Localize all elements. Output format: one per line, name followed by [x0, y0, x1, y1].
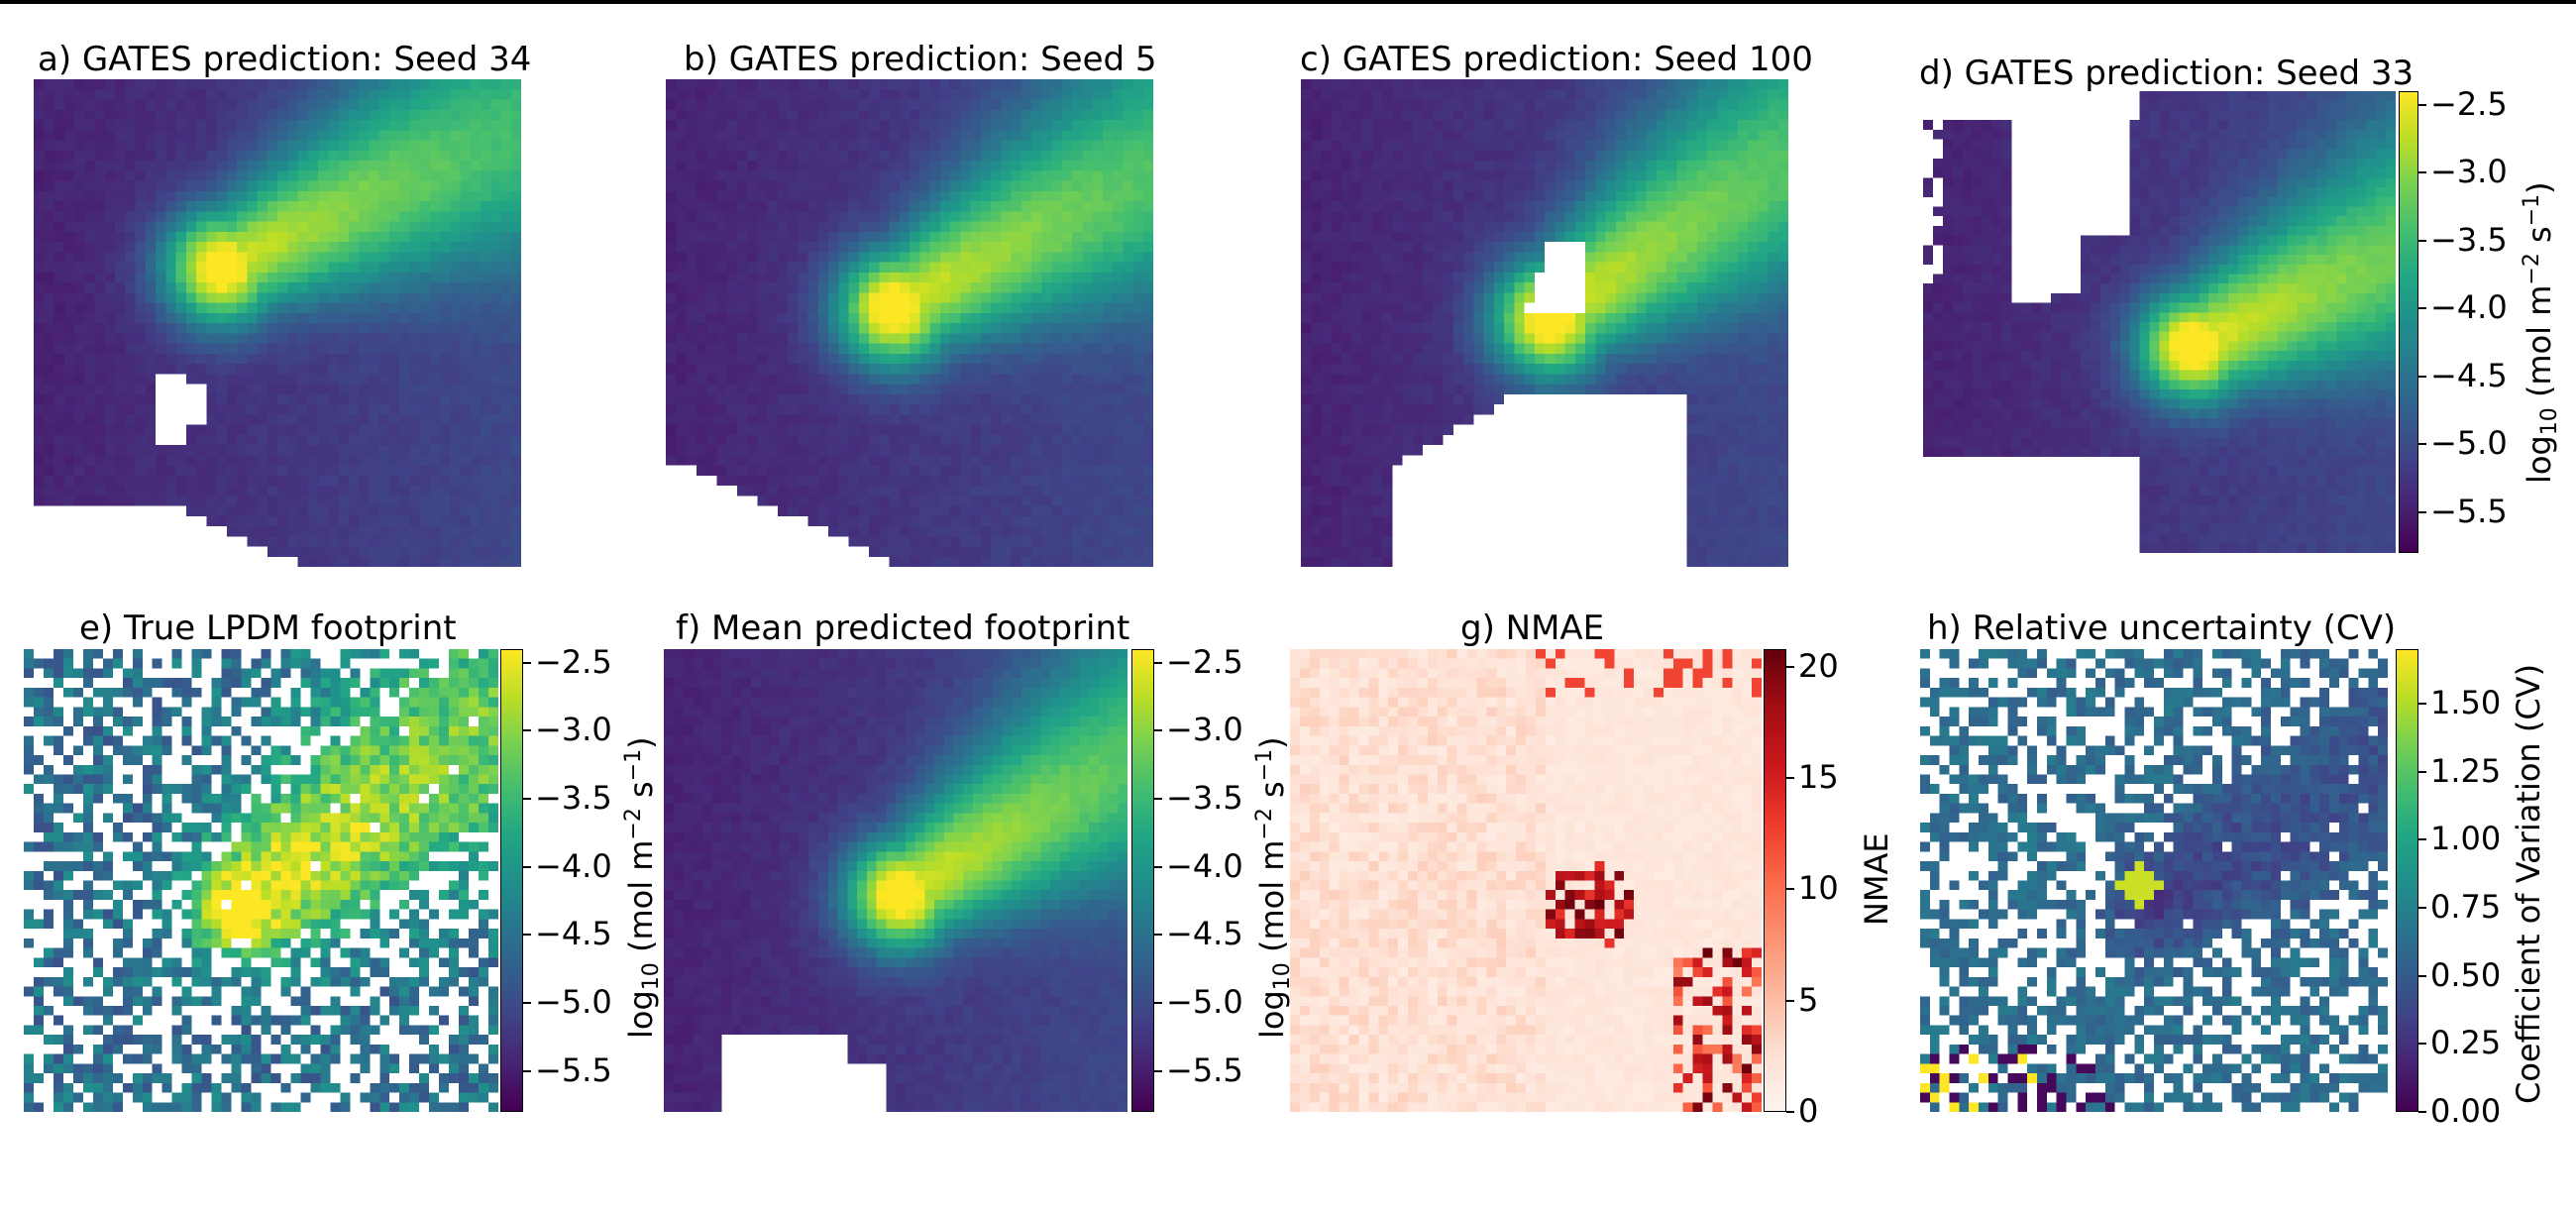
colorbar-d-tick	[2418, 510, 2426, 513]
colorbar-g-tick-label: 0	[1798, 1092, 1819, 1130]
panel-title-c: c) GATES prediction: Seed 100	[1300, 40, 1813, 79]
colorbar-e-tick-label: −5.5	[535, 1050, 612, 1089]
colorbar-g-tick-label: 20	[1798, 646, 1839, 685]
colorbar-label-h: Coefficient of Variation (CV)	[2510, 663, 2547, 1104]
colorbar-f-tick	[1154, 729, 1162, 732]
colorbar-f-tick	[1154, 1002, 1162, 1005]
colorbar-e-tick-label: −5.0	[535, 983, 612, 1022]
colorbar-h-tick-label: 0.00	[2430, 1092, 2502, 1130]
colorbar-f-tick-label: −2.5	[1166, 642, 1243, 681]
colorbar-e-tick-label: −2.5	[535, 642, 612, 681]
colorbar-d-tick-label: −3.5	[2430, 220, 2508, 259]
panel-title-a: a) GATES prediction: Seed 34	[38, 40, 532, 79]
colorbar-d-tick	[2418, 375, 2426, 378]
heatmap-b	[666, 79, 1153, 567]
colorbar-h-tick	[2418, 1111, 2426, 1113]
colorbar-d-tick	[2418, 171, 2426, 174]
colorbar-h-tick-label: 0.25	[2430, 1024, 2502, 1062]
colorbar-cv	[2396, 649, 2418, 1112]
colorbar-h-tick-label: 0.75	[2430, 887, 2502, 926]
colorbar-d-tick-label: −5.5	[2430, 492, 2508, 530]
heatmap-h	[1920, 649, 2388, 1112]
colorbar-d-tick	[2418, 307, 2426, 310]
colorbar-g-tick	[1786, 999, 1794, 1002]
panel-title-f: f) Mean predicted footprint	[676, 608, 1130, 648]
heatmap-d	[1923, 91, 2396, 553]
colorbar-f-tick	[1154, 1069, 1162, 1072]
colorbar-d-tick-label: −2.5	[2430, 84, 2508, 123]
colorbar-f-tick	[1154, 934, 1162, 937]
colorbar-label-g: NMAE	[1858, 832, 1895, 926]
heatmap-e	[24, 649, 498, 1112]
colorbar-f-tick-label: −4.0	[1166, 846, 1243, 885]
colorbar-footprint-e	[500, 649, 523, 1112]
colorbar-footprint-f	[1131, 649, 1154, 1112]
colorbar-d-tick	[2418, 239, 2426, 242]
colorbar-h-tick	[2418, 702, 2426, 705]
panel-title-h: h) Relative uncertainty (CV)	[1927, 608, 2397, 648]
figure-top-rule	[0, 0, 2576, 4]
colorbar-g-tick-label: 5	[1798, 980, 1819, 1019]
colorbar-d-tick	[2418, 443, 2426, 446]
panel-title-e: e) True LPDM footprint	[79, 608, 457, 648]
colorbar-e-tick-label: −4.0	[535, 846, 612, 885]
colorbar-e-tick-label: −4.5	[535, 915, 612, 953]
colorbar-e-tick	[523, 934, 531, 937]
colorbar-f-tick-label: −3.5	[1166, 779, 1243, 818]
colorbar-e-tick	[523, 661, 531, 664]
colorbar-h-tick	[2418, 838, 2426, 841]
heatmap-g	[1290, 649, 1762, 1112]
colorbar-h-tick-label: 1.00	[2430, 820, 2502, 858]
colorbar-h-tick	[2418, 974, 2426, 977]
colorbar-e-tick	[523, 798, 531, 801]
colorbar-e-tick	[523, 865, 531, 868]
colorbar-h-tick	[2418, 770, 2426, 773]
heatmap-f	[664, 649, 1127, 1112]
colorbar-f-tick	[1154, 865, 1162, 868]
panel-title-b: b) GATES prediction: Seed 5	[684, 40, 1157, 79]
colorbar-h-tick-label: 0.50	[2430, 955, 2502, 994]
colorbar-e-tick	[523, 1069, 531, 1072]
colorbar-f-tick-label: −5.5	[1166, 1050, 1243, 1089]
colorbar-f-tick-label: −3.0	[1166, 711, 1243, 749]
colorbar-e-tick	[523, 1002, 531, 1005]
colorbar-g-tick-label: 10	[1798, 869, 1839, 908]
colorbar-d-tick-label: −3.0	[2430, 153, 2508, 191]
colorbar-g-tick-label: 15	[1798, 758, 1839, 797]
colorbar-d-tick-label: −4.5	[2430, 356, 2508, 394]
colorbar-g-tick	[1786, 888, 1794, 891]
colorbar-h-tick-label: 1.25	[2430, 751, 2502, 790]
colorbar-g-tick	[1786, 1111, 1794, 1113]
colorbar-h-tick	[2418, 906, 2426, 909]
colorbar-g-tick	[1786, 777, 1794, 780]
colorbar-d-tick-label: −4.0	[2430, 288, 2508, 327]
panel-title-g: g) NMAE	[1460, 608, 1605, 648]
heatmap-a	[34, 79, 521, 567]
colorbar-d-tick-label: −5.0	[2430, 424, 2508, 463]
colorbar-nmae	[1764, 649, 1786, 1112]
colorbar-label-e: log10 (mol m−2 s−1)	[621, 736, 664, 1039]
colorbar-e-tick-label: −3.5	[535, 779, 612, 818]
colorbar-h-tick	[2418, 1043, 2426, 1046]
heatmap-c	[1301, 79, 1788, 567]
colorbar-f-tick	[1154, 798, 1162, 801]
colorbar-e-tick	[523, 729, 531, 732]
colorbar-f-tick-label: −4.5	[1166, 915, 1243, 953]
colorbar-g-tick	[1786, 665, 1794, 668]
colorbar-f-tick-label: −5.0	[1166, 983, 1243, 1022]
panel-title-d: d) GATES prediction: Seed 33	[1919, 54, 2415, 93]
colorbar-e-tick-label: −3.0	[535, 711, 612, 749]
colorbar-f-tick	[1154, 661, 1162, 664]
colorbar-footprint-d	[2399, 91, 2418, 553]
colorbar-label-f: log10 (mol m−2 s−1)	[1252, 736, 1295, 1039]
colorbar-d-tick	[2418, 103, 2426, 106]
colorbar-label-d: log10 (mol m−2 s−1)	[2520, 181, 2562, 484]
colorbar-h-tick-label: 1.50	[2430, 683, 2502, 721]
